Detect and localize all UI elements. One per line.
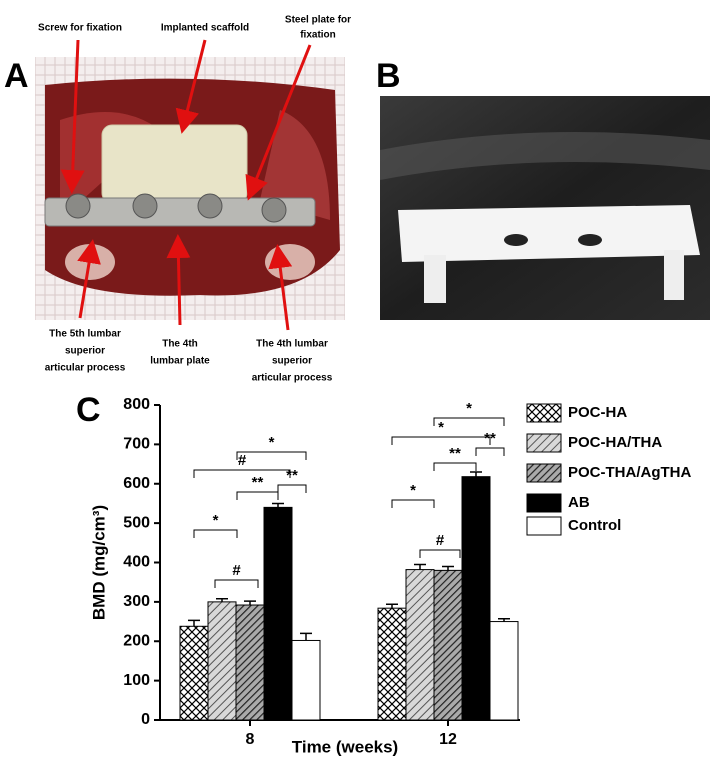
photo-label: The 4th lumbar bbox=[256, 339, 328, 350]
photo-label: superior bbox=[65, 346, 105, 357]
significance-bracket bbox=[433, 462, 477, 471]
error-bar bbox=[216, 597, 228, 602]
bar bbox=[377, 607, 407, 721]
bar bbox=[405, 569, 435, 721]
y-tick-label: 800 bbox=[123, 396, 150, 413]
significance-bracket bbox=[475, 447, 505, 456]
significance-bracket bbox=[193, 529, 238, 538]
bar bbox=[235, 604, 265, 721]
bar bbox=[207, 601, 237, 721]
photo-label: superior bbox=[272, 356, 312, 367]
legend-label: POC-HA bbox=[568, 404, 627, 421]
significance-label: ** bbox=[286, 467, 298, 484]
error-bar bbox=[188, 619, 200, 627]
error-bar bbox=[272, 502, 284, 508]
significance-bracket bbox=[391, 436, 491, 445]
bar-chart: 0 100 200 300 400 500 600 700 800 BMD (mg/cm³) Tim… bbox=[89, 396, 691, 756]
photo-label: The 5th lumbar bbox=[49, 329, 121, 340]
panel-label: A bbox=[4, 57, 29, 95]
y-tick-label: 500 bbox=[123, 514, 150, 531]
x-tick-label: 12 bbox=[439, 731, 457, 748]
photo-label: articular process bbox=[252, 373, 333, 384]
legend-swatch bbox=[526, 403, 562, 423]
error-bar bbox=[244, 600, 256, 606]
photo-label: Screw for fixation bbox=[38, 23, 122, 34]
photo-label: Implanted scaffold bbox=[161, 23, 249, 34]
y-tick-label: 600 bbox=[123, 475, 150, 492]
significance-label: * bbox=[269, 434, 275, 451]
significance-bracket bbox=[214, 579, 259, 588]
legend-swatch bbox=[526, 463, 562, 483]
bar bbox=[291, 639, 321, 721]
significance-label: ** bbox=[449, 445, 461, 462]
panel-label: C bbox=[76, 391, 101, 429]
significance-label: # bbox=[238, 452, 247, 469]
x-tick-label: 8 bbox=[246, 731, 255, 748]
x-axis-label: Time (weeks) bbox=[292, 737, 398, 756]
y-axis-label: BMD (mg/cm³) bbox=[89, 505, 108, 620]
bar bbox=[263, 506, 293, 721]
significance-label: ** bbox=[252, 474, 264, 491]
y-tick-label: 300 bbox=[123, 593, 150, 610]
significance-label: * bbox=[466, 400, 472, 417]
photo-label: The 4th bbox=[162, 339, 198, 350]
photo-b bbox=[380, 96, 710, 320]
panel-label: B bbox=[376, 57, 401, 95]
significance-label: * bbox=[410, 482, 416, 499]
error-bar bbox=[386, 603, 398, 609]
legend-swatch bbox=[526, 516, 562, 536]
significance-label: # bbox=[232, 562, 241, 579]
significance-bracket bbox=[236, 491, 279, 500]
significance-bracket bbox=[236, 451, 307, 460]
legend-label: POC-HA/THA bbox=[568, 434, 662, 451]
significance-bracket bbox=[419, 549, 461, 558]
bar bbox=[461, 476, 491, 721]
legend-label: Control bbox=[568, 517, 621, 534]
legend-swatch bbox=[526, 433, 562, 453]
error-bar bbox=[414, 563, 426, 570]
bar bbox=[489, 621, 519, 721]
legend-swatch bbox=[526, 493, 562, 513]
bar bbox=[179, 625, 209, 721]
legend-label: POC-THA/AgTHA bbox=[568, 464, 691, 481]
significance-label: * bbox=[438, 419, 444, 436]
significance-bracket bbox=[391, 499, 435, 508]
legend-label: AB bbox=[568, 494, 590, 511]
y-tick-label: 0 bbox=[141, 711, 150, 728]
y-tick-label: 700 bbox=[123, 436, 150, 453]
significance-label: # bbox=[436, 532, 445, 549]
photo-label: fixation bbox=[300, 30, 336, 41]
error-bar bbox=[470, 471, 482, 477]
bar bbox=[433, 569, 463, 721]
significance-bracket bbox=[277, 484, 307, 493]
photo-a bbox=[35, 39, 345, 331]
y-tick-label: 200 bbox=[123, 632, 150, 649]
significance-bracket bbox=[433, 417, 505, 426]
photo-label: lumbar plate bbox=[150, 356, 210, 367]
significance-label: * bbox=[213, 512, 219, 529]
error-bar bbox=[442, 565, 454, 571]
y-tick-label: 100 bbox=[123, 672, 150, 689]
significance-bracket bbox=[193, 469, 291, 478]
photo-label: Steel plate for bbox=[285, 15, 351, 26]
significance-label: ** bbox=[484, 430, 496, 447]
error-bar bbox=[300, 632, 312, 641]
photo-label: articular process bbox=[45, 363, 126, 374]
error-bar bbox=[498, 618, 510, 622]
y-tick-label: 400 bbox=[123, 554, 150, 571]
